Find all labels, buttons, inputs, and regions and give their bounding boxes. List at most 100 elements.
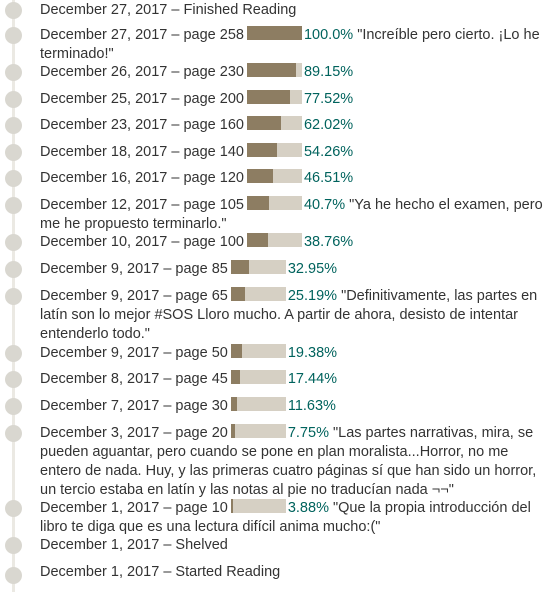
- entry-date: December 18, 2017: [40, 144, 168, 160]
- entry-page: page 65: [175, 288, 228, 304]
- entry-separator: –: [159, 537, 176, 553]
- entry-separator: –: [167, 234, 184, 250]
- entry-date: December 9, 2017: [40, 345, 160, 361]
- entry-page: page 200: [183, 91, 244, 107]
- entry-page: page 230: [183, 64, 244, 80]
- timeline-dot-icon: [5, 170, 22, 187]
- progress-percent: 7.75%: [287, 425, 329, 441]
- progress-bar-fill: [230, 287, 245, 301]
- progress-bar: [230, 287, 286, 301]
- progress-comment: "Increíble pero cierto. ¡Lo he terminado…: [40, 27, 540, 62]
- entry-content: December 9, 2017 – page 50 19.38%: [40, 344, 553, 363]
- progress-percent: 46.51%: [303, 170, 354, 186]
- progress-bar-fill: [230, 499, 233, 513]
- entry-page: page 120: [183, 170, 244, 186]
- progress-bar-fill: [230, 370, 241, 384]
- entry-separator: –: [159, 500, 176, 516]
- progress-bar-fill: [246, 116, 282, 130]
- timeline-dot-icon: [5, 64, 22, 81]
- entry-page: page 105: [183, 197, 244, 213]
- entry-page: page 85: [175, 261, 228, 277]
- entry-content: December 7, 2017 – page 30 11.63%: [40, 397, 553, 416]
- entry-separator: –: [159, 345, 176, 361]
- entry-date: December 9, 2017: [40, 261, 160, 277]
- entry-date: December 1, 2017: [40, 537, 160, 553]
- entry-content: December 27, 2017 – Finished Reading: [40, 1, 553, 20]
- entry-page: page 30: [175, 398, 228, 414]
- progress-bar-fill: [246, 143, 277, 157]
- entry-page: page 160: [183, 117, 244, 133]
- progress-percent: 3.88%: [287, 500, 329, 516]
- entry-date: December 25, 2017: [40, 91, 168, 107]
- entry-separator: –: [159, 288, 176, 304]
- entry-separator: –: [167, 144, 184, 160]
- entry-event: Shelved: [175, 537, 228, 553]
- progress-bar: [246, 26, 302, 40]
- entry-separator: –: [167, 117, 184, 133]
- progress-bar-fill: [230, 260, 249, 274]
- progress-bar-fill: [230, 397, 238, 411]
- entry-date: December 7, 2017: [40, 398, 160, 414]
- timeline-dot-icon: [5, 144, 22, 161]
- entry-date: December 26, 2017: [40, 64, 168, 80]
- entry-page: page 100: [183, 234, 244, 250]
- progress-percent: 17.44%: [287, 371, 338, 387]
- entry-content: December 23, 2017 – page 160 62.02%: [40, 116, 553, 135]
- entry-separator: –: [167, 27, 184, 43]
- entry-date: December 9, 2017: [40, 288, 160, 304]
- entry-date: December 27, 2017: [40, 27, 168, 43]
- progress-bar: [246, 90, 302, 104]
- progress-bar-fill: [230, 344, 242, 358]
- progress-percent: 32.95%: [287, 261, 338, 277]
- progress-comment: "Las partes narrativas, mira, se pueden …: [40, 425, 537, 498]
- entry-event: Started Reading: [175, 564, 281, 580]
- timeline-dot-icon: [5, 197, 22, 214]
- progress-percent: 77.52%: [303, 91, 354, 107]
- timeline-dot-icon: [5, 234, 22, 251]
- entry-separator: –: [159, 261, 176, 277]
- timeline-dot-icon: [5, 345, 22, 362]
- progress-bar-fill: [246, 169, 273, 183]
- progress-bar: [230, 499, 286, 513]
- entry-separator: –: [167, 64, 184, 80]
- entry-event: Finished Reading: [183, 2, 297, 18]
- progress-percent: 100.0%: [303, 27, 354, 43]
- progress-percent: 25.19%: [287, 288, 338, 304]
- timeline-dot-icon: [5, 91, 22, 108]
- entry-separator: –: [159, 398, 176, 414]
- progress-comment: "Que la propia introducción del libro te…: [40, 500, 531, 535]
- entry-separator: –: [167, 170, 184, 186]
- progress-bar: [246, 63, 302, 77]
- entry-separator: –: [159, 425, 176, 441]
- progress-bar: [230, 424, 286, 438]
- entry-separator: –: [167, 2, 184, 18]
- entry-content: December 25, 2017 – page 200 77.52%: [40, 90, 553, 109]
- entry-content: December 1, 2017 – Started Reading: [40, 563, 553, 582]
- entry-content: December 8, 2017 – page 45 17.44%: [40, 370, 553, 389]
- timeline-dot-icon: [5, 500, 22, 517]
- progress-bar: [246, 116, 302, 130]
- timeline-dot-icon: [5, 261, 22, 278]
- progress-percent: 38.76%: [303, 234, 354, 250]
- progress-bar: [230, 397, 286, 411]
- entry-date: December 16, 2017: [40, 170, 168, 186]
- progress-bar-fill: [246, 26, 302, 40]
- entry-page: page 10: [175, 500, 228, 516]
- timeline-dot-icon: [5, 537, 22, 554]
- entry-date: December 10, 2017: [40, 234, 168, 250]
- entry-content: December 12, 2017 – page 105 40.7% "Ya he…: [40, 196, 553, 234]
- progress-bar: [230, 260, 286, 274]
- progress-percent: 62.02%: [303, 117, 354, 133]
- entry-content: December 1, 2017 – page 10 3.88% "Que la …: [40, 499, 553, 537]
- entry-page: page 20: [175, 425, 228, 441]
- entry-page: page 258: [183, 27, 244, 43]
- entry-content: December 16, 2017 – page 120 46.51%: [40, 169, 553, 188]
- entry-date: December 8, 2017: [40, 371, 160, 387]
- entry-content: December 26, 2017 – page 230 89.15%: [40, 63, 553, 82]
- entry-separator: –: [159, 564, 176, 580]
- progress-bar-fill: [246, 90, 290, 104]
- timeline-dot-icon: [5, 117, 22, 134]
- progress-bar: [230, 344, 286, 358]
- progress-bar: [246, 196, 302, 210]
- timeline-dot-icon: [5, 2, 22, 19]
